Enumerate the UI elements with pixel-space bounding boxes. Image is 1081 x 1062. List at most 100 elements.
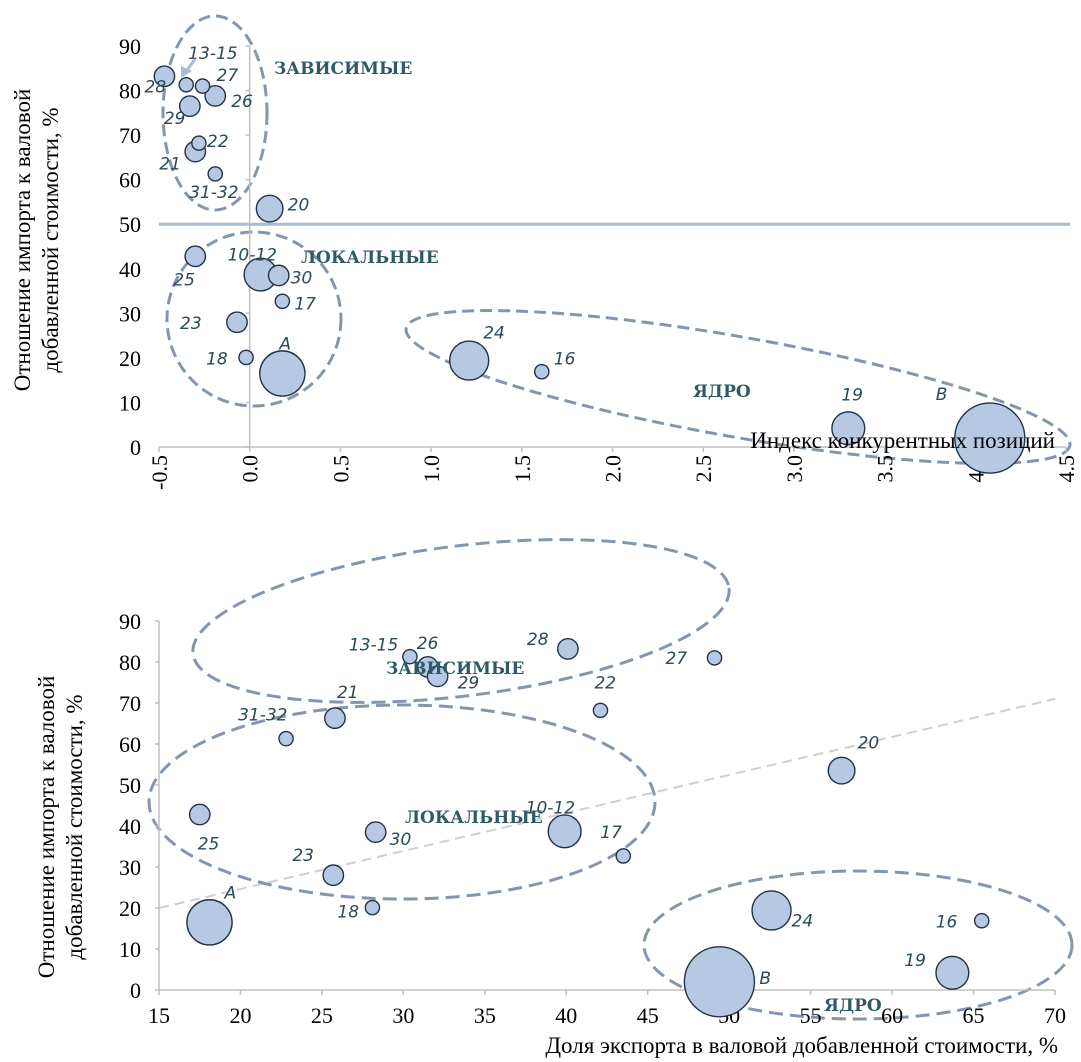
point-label: 28 [527, 630, 549, 650]
top-chart: 0 10 20 30 40 50 60 70 80 90 -0.5 0.0 0.5 1.0 1.5 2.0 2… [10, 14, 1079, 490]
point-label: 31-32 [238, 706, 287, 726]
x-tick-labels: 152025303540455055606570 [148, 990, 1066, 1028]
y-axis-title-line1: Отношение импорта к валовой [10, 89, 35, 392]
bubble-point [547, 814, 582, 849]
y-tick-label: 70 [119, 691, 141, 716]
x-tick-label: 55 [800, 1003, 822, 1028]
point-label: 25 [198, 835, 220, 855]
point-label: 13-15 [188, 44, 237, 64]
point-label: A [278, 334, 291, 354]
x-tick-label: -0.5 [147, 455, 172, 490]
point-label: 20 [858, 734, 880, 754]
y-tick-label: 30 [119, 855, 141, 880]
y-tick-label: 40 [119, 257, 141, 282]
y-tick-label: 60 [119, 168, 141, 193]
y-tick-label: 90 [119, 34, 141, 59]
bubble-point [322, 864, 345, 887]
group-label-core: ЯДРО [693, 382, 751, 402]
point-label: 24 [483, 324, 505, 344]
y-tick-label: 70 [119, 123, 141, 148]
x-tick-label: 3.5 [873, 455, 898, 483]
group-label-dependent: ЗАВИСИМЫЕ [386, 659, 524, 679]
bottom-group-outlines [147, 538, 1074, 1021]
bubble-point [324, 707, 346, 730]
point-label: 28 [144, 77, 166, 97]
point-label: B [936, 385, 948, 405]
bubble-point [831, 411, 866, 446]
y-tick-label: 50 [119, 773, 141, 798]
group-label-local: ЛОКАЛЬНЫЕ [405, 808, 543, 828]
bubble-points [153, 65, 1026, 474]
bubble-point [186, 899, 233, 946]
point-label: 29 [164, 109, 186, 129]
y-axis-title-line2: добавленной стоимости, % [38, 107, 63, 372]
bubble-point [207, 166, 224, 182]
bubble-point [706, 650, 723, 666]
point-label: 10-12 [526, 798, 575, 818]
bubble-point [178, 95, 201, 118]
bubble-point [259, 350, 306, 397]
point-label: 13-15 [349, 636, 398, 656]
bubble-point [255, 194, 284, 223]
point-label: 25 [173, 270, 195, 290]
bubble-points [186, 637, 990, 1018]
x-tick-label: 15 [148, 1003, 170, 1028]
y-tick-labels: 0 10 20 30 40 50 60 70 80 90 [119, 34, 250, 460]
y-axis-title-line2: добавленной стоимости, % [62, 694, 87, 959]
point-label: 23 [180, 314, 202, 334]
x-tick-label: 40 [555, 1003, 577, 1028]
bubble-point [954, 402, 1026, 474]
group-outline-core [404, 309, 1072, 465]
point-label: 19 [904, 951, 926, 971]
point-label: 30 [291, 268, 313, 288]
bubble-point [178, 76, 195, 93]
x-tick-label: 2.5 [691, 455, 716, 483]
point-label: 26 [231, 92, 253, 112]
x-tick-label: 3.0 [782, 455, 807, 483]
bubble-point [267, 264, 290, 287]
bubble-point [153, 65, 176, 88]
x-tick-label: 45 [637, 1003, 659, 1028]
arrow-icon [181, 58, 197, 78]
bubble-point [827, 756, 856, 785]
bubble-point [448, 340, 490, 381]
y-axis-title-line1: Отношение импорта к валовой [34, 676, 59, 979]
x-tick-label: 0.5 [328, 455, 353, 483]
x-axis-title: Индекс конкурентных позиций [750, 428, 1055, 453]
x-tick-labels: -0.50.00.51.01.52.02.53.03.54.04.5 [147, 447, 1079, 490]
point-label: 30 [390, 830, 412, 850]
point-label: 23 [292, 846, 314, 866]
x-tick-label: 70 [1044, 1003, 1066, 1028]
y-tick-label: 20 [119, 896, 141, 921]
x-tick-label: 4.5 [1054, 455, 1079, 483]
group-outline-local [147, 703, 657, 901]
group-label-local: ЛОКАЛЬНЫЕ [301, 248, 439, 268]
point-label: 27 [666, 649, 688, 669]
y-tick-label: 50 [119, 212, 141, 237]
group-outline-core [642, 869, 1074, 1021]
point-label: 29 [458, 673, 480, 693]
point-label: 21 [159, 155, 181, 175]
bubble-point [278, 730, 294, 747]
point-label: A [224, 883, 237, 903]
bubble-point [226, 311, 248, 334]
bubble-point [194, 78, 211, 94]
point-label: 10-12 [228, 246, 277, 266]
group-outline-dependent [191, 538, 731, 704]
point-label: 24 [792, 911, 814, 931]
bottom-chart: 0 10 20 30 40 50 60 70 80 90 15 20 25 30 35 40 45 50 55 60… [34, 538, 1074, 1058]
point-label: 16 [554, 350, 576, 370]
bubble-point [364, 821, 387, 844]
x-tick-label: 20 [229, 1003, 251, 1028]
bubble-point [751, 890, 792, 931]
point-label: B [759, 969, 771, 989]
bubble-point [683, 946, 756, 1018]
bubble-point [274, 293, 291, 310]
bubble-point [402, 648, 418, 665]
x-tick-label: 0.0 [238, 455, 263, 483]
y-tick-label: 10 [119, 937, 141, 962]
bubble-point [204, 85, 227, 107]
bubble-point [615, 848, 632, 864]
point-label: 18 [337, 903, 359, 923]
